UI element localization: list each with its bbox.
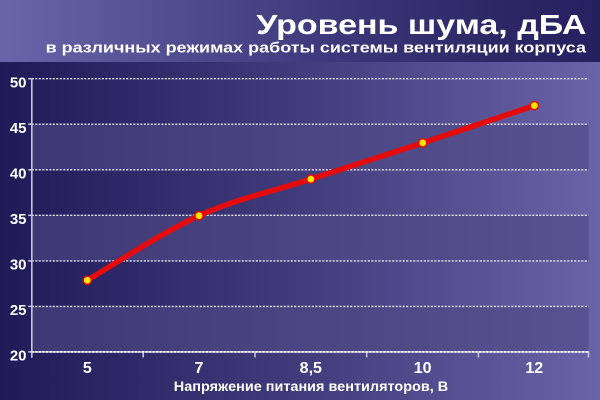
svg-text:в различных режимах работы сис: в различных режимах работы системы венти…: [46, 39, 587, 56]
svg-text:7: 7: [195, 360, 204, 377]
svg-text:Уровень шума, дБА: Уровень шума, дБА: [256, 9, 586, 40]
svg-text:35: 35: [10, 211, 27, 228]
svg-text:10: 10: [414, 360, 432, 377]
svg-text:30: 30: [10, 257, 27, 274]
svg-text:40: 40: [10, 166, 27, 183]
svg-text:45: 45: [10, 120, 27, 137]
svg-text:50: 50: [10, 74, 27, 91]
svg-text:8,5: 8,5: [300, 360, 322, 377]
svg-text:25: 25: [10, 302, 27, 319]
svg-text:20: 20: [10, 348, 27, 365]
svg-text:12: 12: [525, 360, 543, 377]
svg-text:Напряжение питания вентиляторо: Напряжение питания вентиляторов, В: [174, 379, 448, 395]
svg-text:5: 5: [83, 360, 92, 377]
